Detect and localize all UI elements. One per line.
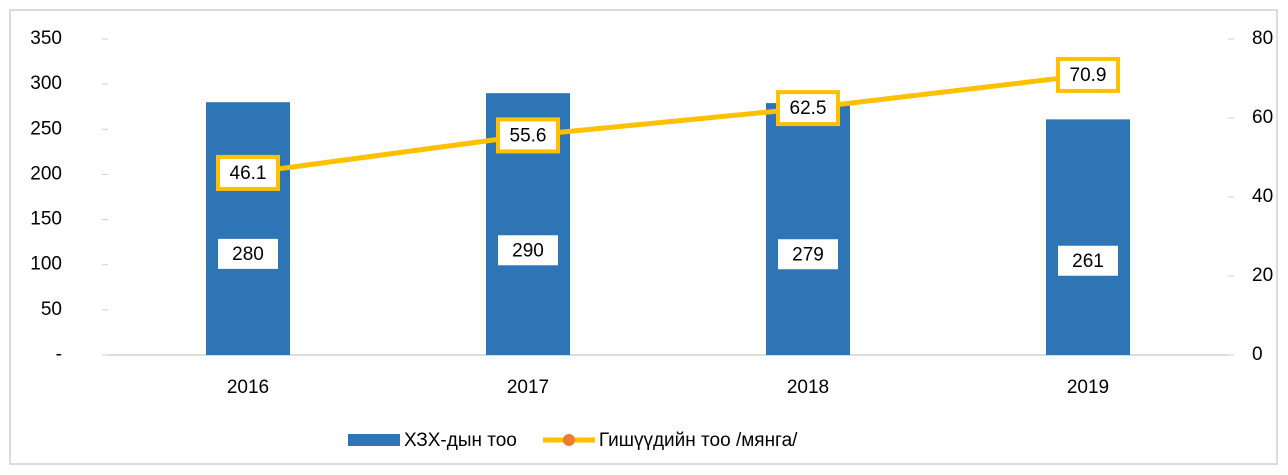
y2-tick-label: 40 xyxy=(1252,186,1273,207)
data-label: 46.1 xyxy=(230,163,267,184)
y-tick-label: 250 xyxy=(30,118,62,139)
y-tick-label: 100 xyxy=(30,254,62,275)
y2-tick-label: 0 xyxy=(1252,344,1263,365)
data-label-box xyxy=(1056,56,1120,93)
data-label: 279 xyxy=(792,244,824,265)
y-tick-label: 50 xyxy=(41,299,62,320)
data-label-box xyxy=(216,154,280,191)
x-tick-label: 2019 xyxy=(1067,377,1109,398)
y-tick-label: 150 xyxy=(30,209,62,230)
legend-swatch xyxy=(348,434,400,446)
x-tick-label: 2016 xyxy=(227,377,269,398)
data-label: 62.5 xyxy=(790,98,827,119)
bar xyxy=(1046,119,1130,356)
x-tick-label: 2017 xyxy=(507,377,549,398)
bar xyxy=(206,102,290,355)
data-label: 261 xyxy=(1072,251,1104,272)
data-label: 290 xyxy=(512,240,544,261)
y2-tick-label: 20 xyxy=(1252,265,1273,286)
legend-label: Гишүүдийн тоо /мянга/ xyxy=(599,430,798,451)
legend-label: ХЗХ-дын тоо xyxy=(404,430,517,451)
data-label-box xyxy=(218,238,278,269)
x-tick-label: 2018 xyxy=(787,377,829,398)
y-tick-label: 350 xyxy=(30,28,62,49)
y2-tick-label: 80 xyxy=(1252,28,1273,49)
y-tick-label: 200 xyxy=(30,163,62,184)
bar xyxy=(766,103,850,355)
y-tick-label: 300 xyxy=(30,73,62,94)
data-label: 70.9 xyxy=(1070,65,1107,86)
data-label-box xyxy=(1058,245,1118,276)
data-label-box xyxy=(776,90,840,127)
legend-marker xyxy=(562,434,575,446)
data-label-box xyxy=(778,239,838,270)
line xyxy=(247,72,1089,176)
data-label: 280 xyxy=(232,244,264,265)
y-tick-label: - xyxy=(56,344,62,365)
y2-tick-label: 60 xyxy=(1252,107,1273,128)
data-label: 55.6 xyxy=(510,125,547,146)
data-label-box xyxy=(498,235,558,266)
data-label-box xyxy=(496,117,560,154)
